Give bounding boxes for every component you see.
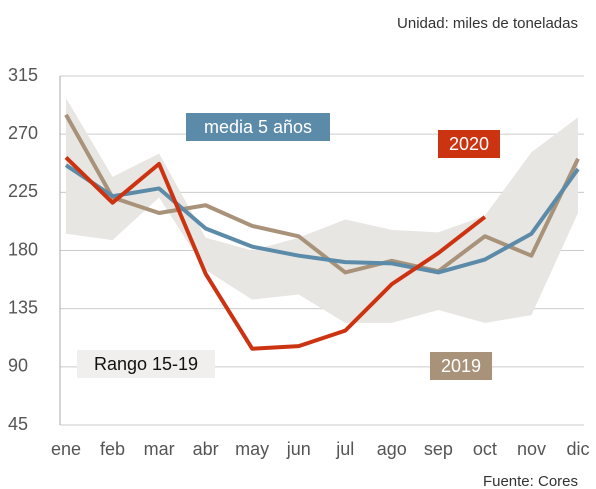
- x-tick-label: oct: [473, 439, 497, 459]
- x-tick-label: feb: [100, 439, 125, 459]
- range-label-box: [77, 350, 215, 378]
- series-line: [64, 163, 580, 275]
- x-tick-label: ago: [377, 439, 407, 459]
- y-tick-label: 225: [8, 181, 38, 201]
- series-label: 2019: [441, 356, 481, 376]
- y-tick-label: 315: [8, 65, 38, 85]
- series-label: media 5 años: [204, 117, 312, 137]
- x-tick-label: sep: [424, 439, 453, 459]
- range-band: [66, 97, 578, 323]
- x-tick-label: jun: [286, 439, 311, 459]
- x-tick-label: dic: [566, 439, 589, 459]
- series-label-box: [438, 130, 500, 158]
- y-tick-label: 180: [8, 239, 38, 259]
- series-line: [64, 113, 580, 275]
- x-tick-label: jul: [335, 439, 354, 459]
- y-tick-label: 90: [8, 356, 28, 376]
- x-tick-label: nov: [517, 439, 546, 459]
- x-tick-label: may: [235, 439, 269, 459]
- y-tick-label: 270: [8, 123, 38, 143]
- y-tick-label: 45: [8, 414, 28, 434]
- x-tick-label: ene: [51, 439, 81, 459]
- series-label-box: [186, 113, 330, 141]
- range-label: Rango 15-19: [94, 354, 198, 374]
- x-tick-label: mar: [144, 439, 175, 459]
- subtitle: Unidad: miles de toneladas: [397, 15, 578, 32]
- series-label-box: [430, 352, 492, 380]
- y-tick-label: 135: [8, 297, 38, 317]
- series-line: [64, 155, 487, 351]
- series-label: 2020: [449, 134, 489, 154]
- source: Fuente: Cores: [483, 473, 578, 489]
- x-tick-label: abr: [193, 439, 219, 459]
